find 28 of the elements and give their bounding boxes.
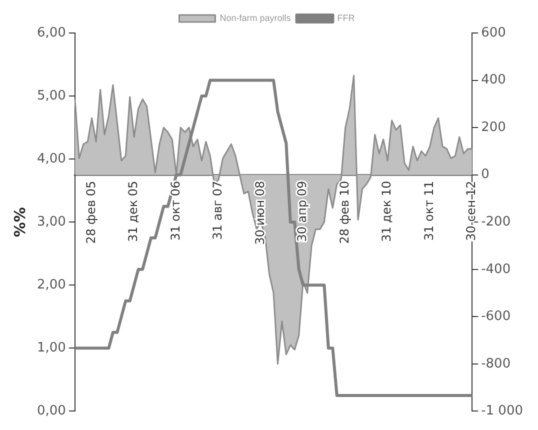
y2-tick-label: -800 xyxy=(481,356,511,372)
y-tick-label: 5,00 xyxy=(36,88,66,104)
y-tick-label: 3,00 xyxy=(36,214,66,230)
x-tick-label: 31 окт 06 xyxy=(168,180,182,241)
y2-tick-label: -400 xyxy=(481,262,511,277)
y-tick-label: 4,00 xyxy=(36,151,66,166)
x-tick-label: 30 апр 09 xyxy=(295,180,310,242)
legend-label: FFR xyxy=(337,12,356,23)
y-tick-label: 0,00 xyxy=(36,404,66,419)
y2-tick-label: -600 xyxy=(481,309,511,324)
x-tick-label: 31 авг 07 xyxy=(210,180,225,240)
x-tick-label: 31 окт 11 xyxy=(422,180,436,241)
y-tick-label: 6,00 xyxy=(36,25,66,40)
y2-tick-label: 400 xyxy=(481,72,506,88)
x-tick-label: 31 дек 05 xyxy=(126,180,140,242)
x-tick-label: 28 фев 10 xyxy=(337,180,352,244)
legend-label: Non-farm payrolls xyxy=(220,12,292,23)
y2-tick-label: -1 000 xyxy=(481,404,524,419)
y-tick-label: 2,00 xyxy=(36,278,66,293)
y-axis-title: %% xyxy=(10,207,29,238)
y-tick-label: 1,00 xyxy=(36,340,66,356)
y2-tick-label: 0 xyxy=(481,167,490,182)
x-tick-label: 31 дек 10 xyxy=(380,180,394,242)
x-tick-label: 28 фев 05 xyxy=(84,180,98,244)
y2-tick-label: -200 xyxy=(481,214,511,230)
y2-tick-label: 600 xyxy=(481,25,506,40)
y2-tick-label: 200 xyxy=(481,120,506,135)
x-tick-label: 30 июн 08 xyxy=(252,180,267,245)
